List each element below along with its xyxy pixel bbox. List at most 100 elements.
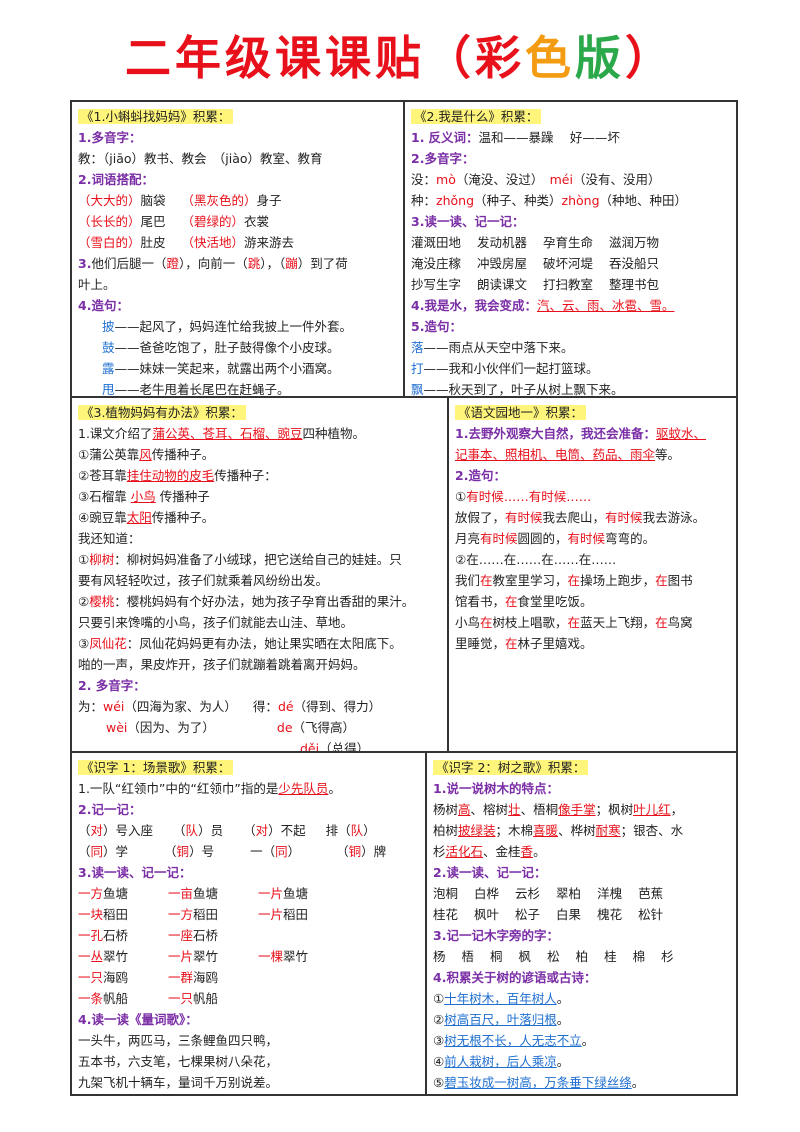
cell-header: 《识字 2：树之歌》积累： [433, 760, 589, 775]
text-line: 教：（jiāo）教书、教会 （jiào）教室、教育 [78, 151, 323, 166]
word-row: 一孔石桥 一座石桥 [78, 928, 219, 943]
text-line: 放假了，有时候我去爬山，有时候我去游泳。 [455, 510, 706, 525]
word-row: 泡桐 白桦 云杉 翠柏 洋槐 芭蕉 [433, 886, 664, 901]
text-line: ①柳树：柳树妈妈准备了小绒球，把它送给自己的娃娃。只 [78, 552, 402, 567]
text-line: 杨树高、榕树壮、梧桐像手掌；枫树叶儿红， [433, 802, 684, 817]
cell-header: 《识字 1：场景歌》积累： [78, 760, 234, 775]
cell-header: 《3.植物妈妈有办法》积累： [78, 405, 246, 420]
poem-line: 五本书，六支笔，七棵果树八朵花， [78, 1054, 279, 1069]
section-heading: 2.词语搭配： [78, 172, 154, 187]
section-heading: 2. 多音字： [78, 678, 146, 693]
proverb-line: ②树高百尺，叶落归根。 [433, 1012, 570, 1027]
section-heading: 5.造句： [411, 319, 462, 334]
word-row: 杨梧桐枫松柏桂棉杉 [433, 949, 674, 964]
text-line: （大大的）脑袋 （黑灰色的）身子 [78, 193, 282, 208]
sentence-line: 露——妹妹一笑起来，就露出两个小酒窝。 [102, 361, 340, 376]
text-line: 没：mò（淹没、没过） méi（没有、没用） [411, 172, 661, 187]
proverb-line: ④前人栽树，后人乘凉。 [433, 1054, 570, 1069]
word-row: 一方鱼塘 一亩鱼塘 一片鱼塘 [78, 886, 309, 901]
cell-header: 《2.我是什么》积累： [411, 109, 542, 124]
sentence-line: 甩——老牛甩着长尾巴在赶蝇子。 [102, 382, 290, 397]
cell-yuwen-yuandi: 《语文园地一》积累： 1.去野外观察大自然，我还会准备：驱蚊水、 记事本、照相机… [448, 397, 737, 752]
word-row: 淹没庄稼 冲毁房屋 破坏河堤 吞没船只 [411, 256, 660, 271]
text-line: 1.一队“红领巾”中的“红领巾”指的是少先队员。 [78, 781, 341, 796]
sentence-line: 鼓——爸爸吃饱了，肚子鼓得像个小皮球。 [102, 340, 340, 355]
content-grid: 《1.小蝌蚪找妈妈》积累： 1.多音字： 教：（jiāo）教书、教会 （jiào… [70, 100, 738, 1096]
text-line: 柏树披绿装；木棉喜暖、桦树耐寒；银杏、水 [433, 823, 684, 838]
text-line: ①有时候……有时候…… [455, 489, 592, 504]
text-line: 馆看书，在食堂里吃饭。 [455, 594, 593, 609]
title-paren-close: ） [625, 31, 675, 85]
title-char-1: 彩 [475, 31, 525, 85]
word-row: 一丛翠竹 一片翠竹 一棵翠竹 [78, 949, 309, 964]
section-heading: 3.记一记木字旁的字： [433, 928, 559, 943]
text-line: 1. 反义词：温和——暴躁 好——坏 [411, 130, 620, 145]
text-line: 啪的一声，果皮炸开，孩子们就蹦着跳着离开妈妈。 [78, 657, 366, 672]
text-line: 要有风轻轻吹过，孩子们就乘着风纷纷出发。 [78, 573, 329, 588]
text-line: ②在……在……在……在…… [455, 552, 617, 567]
text-line: ④豌豆靠太阳传播种子。 [78, 510, 215, 525]
title-char-2: 色 [525, 31, 575, 85]
text-line: 只要引来馋嘴的小鸟，孩子们就能去山洼、草地。 [78, 615, 354, 630]
word-row: 一块稻田 一方稻田 一片稻田 [78, 907, 309, 922]
text-line: 1.课文介绍了蒲公英、苍耳、石榴、豌豆四种植物。 [78, 426, 365, 441]
word-row: 灌溉田地 发动机器 孕育生命 滋润万物 [411, 235, 660, 250]
text-line: 叶上。 [78, 277, 116, 292]
cell-shizi-2: 《识字 2：树之歌》积累： 1.说一说树木的特点： 杨树高、榕树壮、梧桐像手掌；… [426, 752, 737, 1095]
text-line: 里睡觉，在林子里嬉戏。 [455, 636, 593, 651]
text-line: 为：wéi（四海为家、为人） 得：dé（得到、得力） [78, 699, 382, 714]
word-row: 桂花 枫叶 松子 白果 槐花 松针 [433, 907, 664, 922]
section-heading: 2.多音字： [411, 151, 475, 166]
text-line: （长长的）尾巴 （碧绿的）衣裳 [78, 214, 270, 229]
section-heading: 3.读一读、记一记： [78, 865, 192, 880]
text-line: 小鸟在树枝上唱歌，在蓝天上飞翔，在鸟窝 [455, 615, 693, 630]
word-row: 一条帆船 一只帆船 [78, 991, 219, 1006]
sentence-line: 打——我和小伙伴们一起打篮球。 [411, 361, 599, 376]
proverb-line: ①十年树木，百年树人。 [433, 991, 570, 1006]
text-line: 3.他们后腿一（蹬），向前一（跳），（蹦）到了荷 [78, 256, 348, 271]
cell-lesson-1: 《1.小蝌蚪找妈妈》积累： 1.多音字： 教：（jiāo）教书、教会 （jiào… [71, 101, 404, 397]
sentence-line: 落——雨点从天空中落下来。 [411, 340, 574, 355]
text-line: 我们在教室里学习，在操场上跑步，在图书 [455, 573, 693, 588]
title-paren-open: （ [425, 31, 475, 85]
text-line: wèi（因为、为了） de（飞得高） [106, 720, 356, 735]
text-line: 月亮有时候圆圆的，有时候弯弯的。 [455, 531, 656, 546]
section-heading: 4.读一读《量词歌》： [78, 1012, 198, 1027]
cell-header: 《语文园地一》积累： [455, 405, 587, 420]
text-line: 种：zhǒng（种子、种类）zhòng（种地、种田） [411, 193, 688, 208]
text-line: ③凤仙花：凤仙花妈妈更有办法，她让果实晒在太阳底下。 [78, 636, 402, 651]
cell-lesson-3: 《3.植物妈妈有办法》积累： 1.课文介绍了蒲公英、苍耳、石榴、豌豆四种植物。 … [71, 397, 448, 752]
text-line: 杉活化石、金桂香。 [433, 844, 546, 859]
cell-lesson-2: 《2.我是什么》积累： 1. 反义词：温和——暴躁 好——坏 2.多音字： 没：… [404, 101, 737, 397]
word-row: 抄写生字 朗读课文 打扫教室 整理书包 [411, 277, 660, 292]
text-line: ②樱桃：樱桃妈妈有个好办法，她为孩子孕育出香甜的果汁。 [78, 594, 415, 609]
page-title: 二年级课课贴（彩色版） [0, 22, 800, 88]
sentence-line: 飘——秋天到了，叶子从树上飘下来。 [411, 382, 624, 397]
text-line: děi（总得） [300, 741, 370, 752]
section-heading: 1.多音字： [78, 130, 142, 145]
text-line: ③石榴靠 小鸟 传播种子 [78, 489, 210, 504]
text-line: 记事本、照相机、电筒、药品、雨伞等。 [455, 447, 681, 462]
title-main: 二年级课课贴 [125, 31, 425, 85]
section-heading: 2.造句： [455, 468, 506, 483]
word-row: （对）号入座 （队）员 （对）不起 排（队） [78, 823, 376, 838]
text-line: （雪白的）肚皮 （快活地）游来游去 [78, 235, 295, 250]
poem-line: 九架飞机十辆车，量词千万别说差。 [78, 1075, 279, 1090]
text-line: 1.去野外观察大自然，我还会准备：驱蚊水、 [455, 426, 706, 441]
word-row: （同）学 （铜）号 一（同） （铜）牌 [78, 844, 387, 859]
text-line: 我还知道： [78, 531, 141, 546]
cell-shizi-1: 《识字 1：场景歌》积累： 1.一队“红领巾”中的“红领巾”指的是少先队员。 2… [71, 752, 426, 1095]
section-heading: 4.造句： [78, 298, 129, 313]
text-line: ②苍耳靠挂住动物的皮毛传播种子： [78, 468, 277, 483]
text-line: ①蒲公英靠风传播种子。 [78, 447, 215, 462]
section-heading: 4.积累关于树的谚语或古诗： [433, 970, 597, 985]
section-heading: 2.读一读、记一记： [433, 865, 547, 880]
proverb-line: ⑤碧玉妆成一树高，万条垂下绿丝绦。 [433, 1075, 645, 1090]
cell-header: 《1.小蝌蚪找妈妈》积累： [78, 109, 234, 124]
proverb-line: ③树无根不长，人无志不立。 [433, 1033, 595, 1048]
sentence-line: 披——起风了，妈妈连忙给我披上一件外套。 [102, 319, 353, 334]
word-row: 一只海鸥 一群海鸥 [78, 970, 219, 985]
text-line: 4.我是水，我会变成：汽、云、雨、冰雹、雪。 [411, 298, 675, 313]
section-heading: 1.说一说树木的特点： [433, 781, 559, 796]
section-heading: 3.读一读、记一记： [411, 214, 525, 229]
